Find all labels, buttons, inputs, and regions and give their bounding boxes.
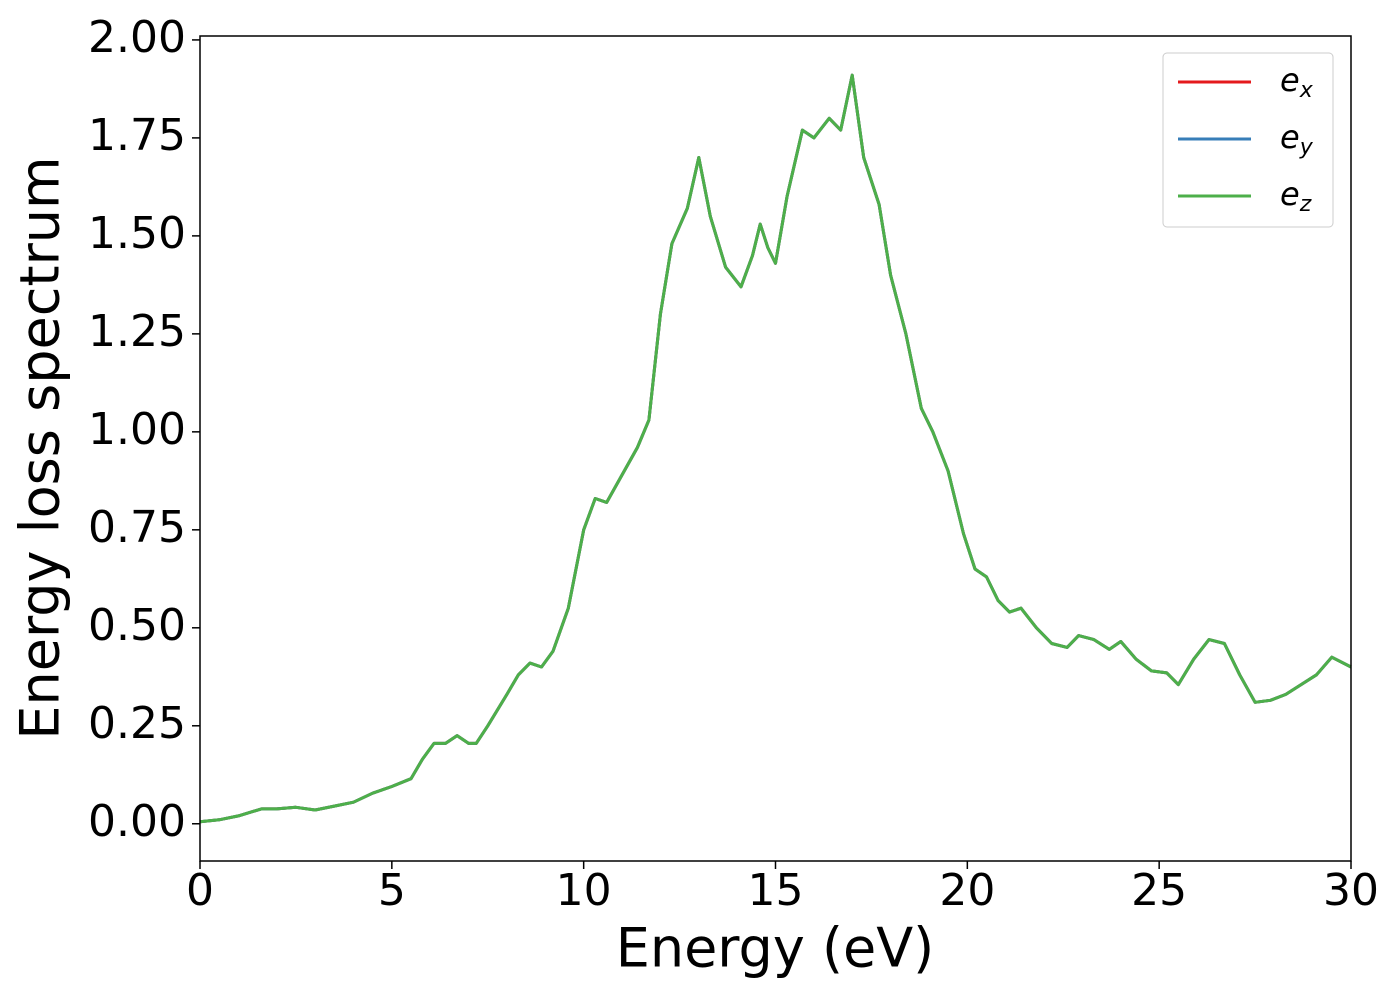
- y-tick-label: 1.75: [88, 110, 186, 161]
- x-axis-label: Energy (eV): [616, 917, 935, 980]
- x-tick-label: 30: [1323, 865, 1379, 916]
- x-tick-label: 15: [748, 865, 804, 916]
- plot-frame: [199, 35, 1352, 862]
- y-tick-label: 1.00: [88, 404, 186, 455]
- y-tick-label: 1.25: [88, 306, 186, 357]
- y-tick-label: 0.75: [88, 502, 186, 553]
- y-axis-label: Energy loss spectrum: [9, 156, 72, 739]
- x-tick-label: 20: [939, 865, 995, 916]
- x-tick-label: 0: [186, 865, 214, 916]
- y-tick-label: 0.50: [88, 600, 186, 651]
- y-tick-label: 2.00: [88, 12, 186, 63]
- x-tick-label: 5: [378, 865, 406, 916]
- line-series: [199, 73, 1352, 824]
- y-tick-label: 0.25: [88, 698, 186, 749]
- x-tick-label: 25: [1131, 865, 1187, 916]
- x-tick-label: 10: [556, 865, 612, 916]
- y-tick-label: 0.00: [88, 796, 186, 847]
- y-tick-label: 1.50: [88, 208, 186, 259]
